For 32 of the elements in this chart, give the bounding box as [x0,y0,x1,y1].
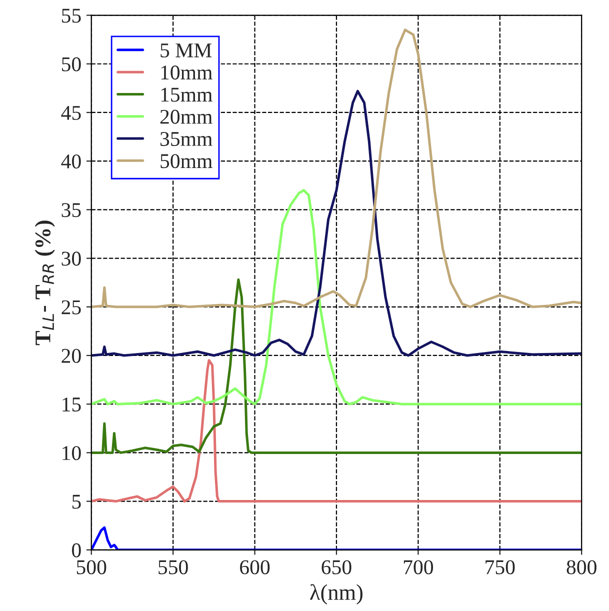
legend-label: 50mm [160,154,212,168]
y-tick-label: 0 [72,543,81,558]
x-tick-label: 700 [404,560,434,574]
y-tick-label: 40 [61,154,81,169]
legend-label: 5 MM [160,44,212,58]
x-tick-label: 800 [566,560,596,574]
x-tick-label: 550 [158,560,188,574]
x-tick-label: 600 [240,560,270,574]
x-axis-title: λ(nm) [310,584,362,604]
x-tick-label: 750 [486,560,515,574]
y-tick-label: 15 [62,398,81,412]
line-series [91,28,582,308]
line-series [91,359,582,503]
x-tick-label: 500 [76,560,106,574]
y-tick-label: 10 [62,446,81,460]
y-tick-label: 5 [72,494,81,509]
legend-label: 10mm [161,66,212,80]
legend-label: 35mm [160,132,212,146]
y-tick-label: 30 [62,252,81,266]
legend-label: 15mm [161,88,212,102]
line-series [91,278,582,454]
y-tick-label: 55 [62,8,81,23]
line-series [91,90,582,357]
y-axis-title: T$_{LL}$- T$_{RR}$ (%) [34,220,55,346]
x-tick-label: 650 [322,560,352,574]
y-tick-label: 25 [62,300,81,314]
y-tick-label: 35 [62,203,81,218]
line-series [91,188,582,406]
y-tick-label: 50 [62,57,81,72]
y-tick-label: 20 [62,348,81,363]
legend-label: 20mm [160,110,212,124]
y-tick-label: 45 [61,106,81,120]
